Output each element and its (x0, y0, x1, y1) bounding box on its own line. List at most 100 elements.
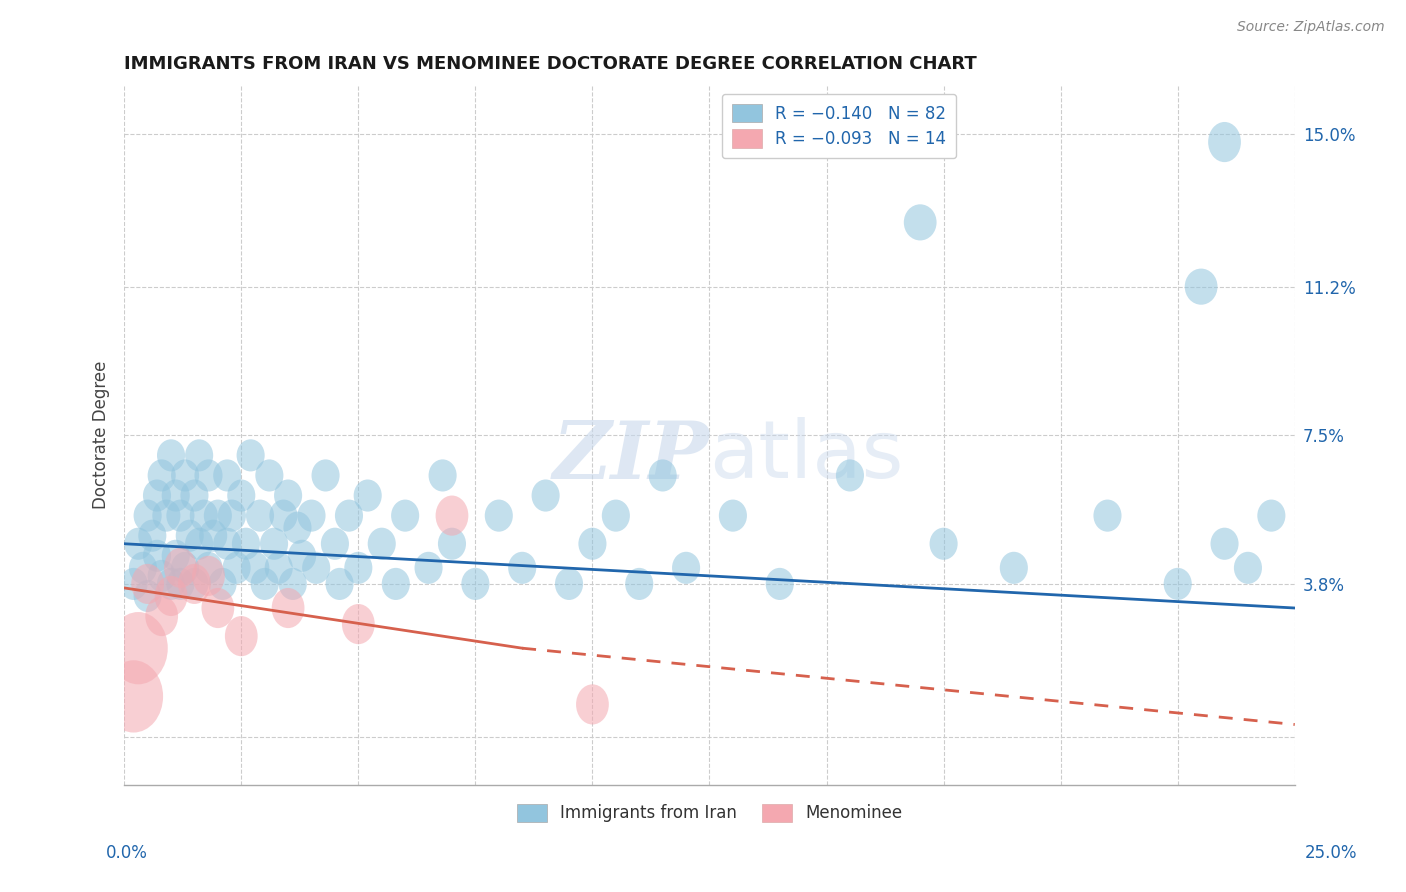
Ellipse shape (143, 540, 172, 572)
Ellipse shape (152, 500, 180, 532)
Ellipse shape (429, 459, 457, 491)
Ellipse shape (531, 480, 560, 512)
Ellipse shape (145, 596, 179, 636)
Ellipse shape (436, 496, 468, 536)
Ellipse shape (1234, 552, 1263, 584)
Ellipse shape (437, 528, 465, 560)
Ellipse shape (180, 480, 208, 512)
Ellipse shape (186, 528, 214, 560)
Ellipse shape (461, 568, 489, 600)
Ellipse shape (214, 528, 242, 560)
Ellipse shape (578, 528, 606, 560)
Ellipse shape (344, 552, 373, 584)
Ellipse shape (172, 459, 200, 491)
Ellipse shape (904, 204, 936, 241)
Ellipse shape (1257, 500, 1285, 532)
Ellipse shape (228, 480, 256, 512)
Ellipse shape (335, 500, 363, 532)
Ellipse shape (200, 520, 228, 552)
Ellipse shape (120, 568, 148, 600)
Text: atlas: atlas (710, 417, 904, 495)
Ellipse shape (342, 604, 375, 644)
Ellipse shape (508, 552, 536, 584)
Ellipse shape (157, 439, 186, 472)
Ellipse shape (302, 552, 330, 584)
Ellipse shape (415, 552, 443, 584)
Ellipse shape (134, 500, 162, 532)
Text: Source: ZipAtlas.com: Source: ZipAtlas.com (1237, 20, 1385, 34)
Ellipse shape (278, 568, 307, 600)
Ellipse shape (194, 459, 222, 491)
Ellipse shape (672, 552, 700, 584)
Legend: Immigrants from Iran, Menominee: Immigrants from Iran, Menominee (510, 797, 910, 829)
Ellipse shape (1208, 122, 1241, 162)
Text: IMMIGRANTS FROM IRAN VS MENOMINEE DOCTORATE DEGREE CORRELATION CHART: IMMIGRANTS FROM IRAN VS MENOMINEE DOCTOR… (124, 55, 977, 73)
Text: ZIP: ZIP (553, 417, 710, 495)
Ellipse shape (208, 568, 236, 600)
Ellipse shape (368, 528, 395, 560)
Ellipse shape (236, 439, 264, 472)
Ellipse shape (129, 552, 157, 584)
Ellipse shape (143, 480, 172, 512)
Ellipse shape (162, 540, 190, 572)
Ellipse shape (214, 459, 242, 491)
Ellipse shape (648, 459, 676, 491)
Ellipse shape (1185, 268, 1218, 305)
Ellipse shape (124, 528, 152, 560)
Ellipse shape (274, 480, 302, 512)
Ellipse shape (186, 439, 214, 472)
Ellipse shape (134, 580, 162, 612)
Ellipse shape (246, 500, 274, 532)
Ellipse shape (288, 540, 316, 572)
Ellipse shape (222, 552, 250, 584)
Ellipse shape (225, 616, 257, 657)
Ellipse shape (190, 500, 218, 532)
Ellipse shape (264, 552, 292, 584)
Ellipse shape (576, 684, 609, 724)
Ellipse shape (555, 568, 583, 600)
Ellipse shape (180, 568, 208, 600)
Ellipse shape (766, 568, 794, 600)
Ellipse shape (260, 528, 288, 560)
Ellipse shape (166, 500, 194, 532)
Ellipse shape (250, 568, 278, 600)
Text: 25.0%: 25.0% (1305, 844, 1357, 862)
Ellipse shape (232, 528, 260, 560)
Ellipse shape (157, 568, 186, 600)
Ellipse shape (1211, 528, 1239, 560)
Ellipse shape (256, 459, 284, 491)
Ellipse shape (204, 500, 232, 532)
Ellipse shape (382, 568, 409, 600)
Ellipse shape (138, 520, 166, 552)
Ellipse shape (1164, 568, 1192, 600)
Ellipse shape (1000, 552, 1028, 584)
Ellipse shape (271, 588, 305, 628)
Ellipse shape (391, 500, 419, 532)
Ellipse shape (166, 568, 194, 600)
Ellipse shape (929, 528, 957, 560)
Ellipse shape (165, 548, 197, 588)
Ellipse shape (218, 500, 246, 532)
Ellipse shape (326, 568, 354, 600)
Ellipse shape (201, 588, 235, 628)
Ellipse shape (321, 528, 349, 560)
Ellipse shape (194, 552, 222, 584)
Ellipse shape (104, 660, 163, 732)
Ellipse shape (1094, 500, 1122, 532)
Ellipse shape (354, 480, 382, 512)
Ellipse shape (131, 564, 165, 604)
Ellipse shape (284, 512, 312, 544)
Ellipse shape (193, 556, 225, 596)
Text: 0.0%: 0.0% (105, 844, 148, 862)
Ellipse shape (179, 564, 211, 604)
Ellipse shape (176, 520, 204, 552)
Ellipse shape (172, 552, 200, 584)
Ellipse shape (485, 500, 513, 532)
Ellipse shape (155, 576, 187, 616)
Ellipse shape (108, 612, 167, 684)
Ellipse shape (718, 500, 747, 532)
Ellipse shape (270, 500, 298, 532)
Ellipse shape (298, 500, 326, 532)
Ellipse shape (242, 552, 270, 584)
Ellipse shape (837, 459, 865, 491)
